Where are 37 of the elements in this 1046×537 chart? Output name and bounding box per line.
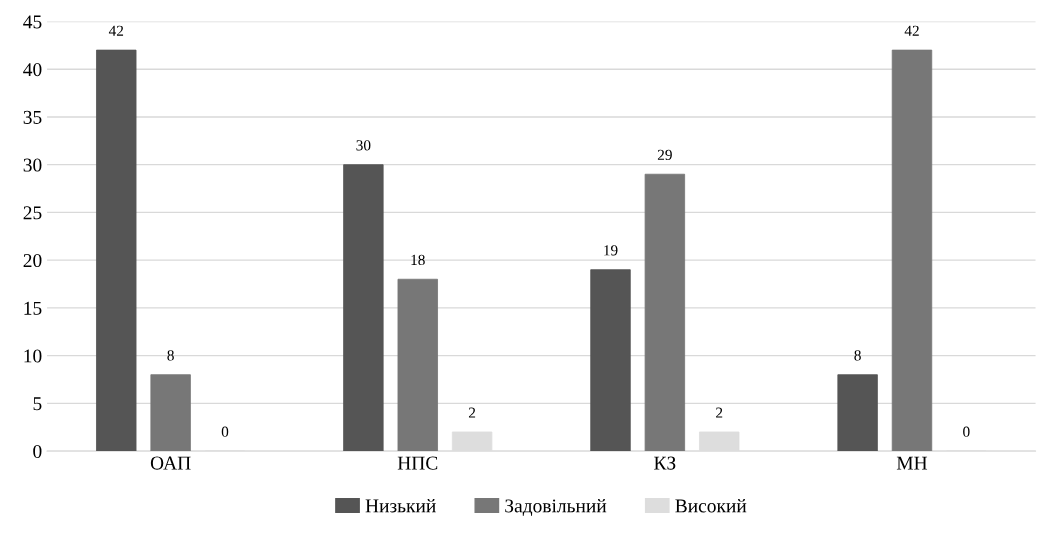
y-tick-label: 20 [23,253,42,268]
data-label: 29 [657,149,672,161]
x-tick-label: ОАП [150,456,191,470]
bar [590,269,631,452]
y-tick-label: 40 [23,63,42,77]
data-label: 8 [167,350,174,361]
y-tick-label: 45 [23,15,42,29]
bar [96,49,137,452]
legend-label: Низький [365,498,436,513]
bar [150,374,191,452]
data-label: 30 [356,140,371,151]
data-label: 18 [411,254,425,266]
x-tick-label: МН [896,456,928,470]
legend-label: Задовільний [505,498,607,517]
y-tick-label: 35 [23,110,42,124]
y-tick-label: 25 [23,206,42,220]
data-label: 8 [854,350,861,361]
x-tick-label: НПС [397,456,438,470]
data-label: 2 [468,407,476,418]
y-tick-label: 5 [33,397,42,411]
bar [644,173,686,452]
data-label: 0 [221,426,229,437]
y-tick-label: 10 [24,349,42,363]
bar [891,49,933,452]
data-label: 42 [904,25,919,36]
x-tick-label: КЗ [654,456,676,470]
data-label: 2 [716,407,723,418]
bar [397,278,438,452]
legend-label: Високий [675,498,747,513]
data-label: 42 [108,25,124,36]
bar [343,164,384,452]
bar [837,374,878,452]
y-tick-label: 30 [23,158,42,172]
y-tick-label: 0 [33,444,42,459]
data-label: 0 [963,426,970,437]
data-label: 19 [604,245,618,256]
y-tick-label: 15 [24,301,42,315]
